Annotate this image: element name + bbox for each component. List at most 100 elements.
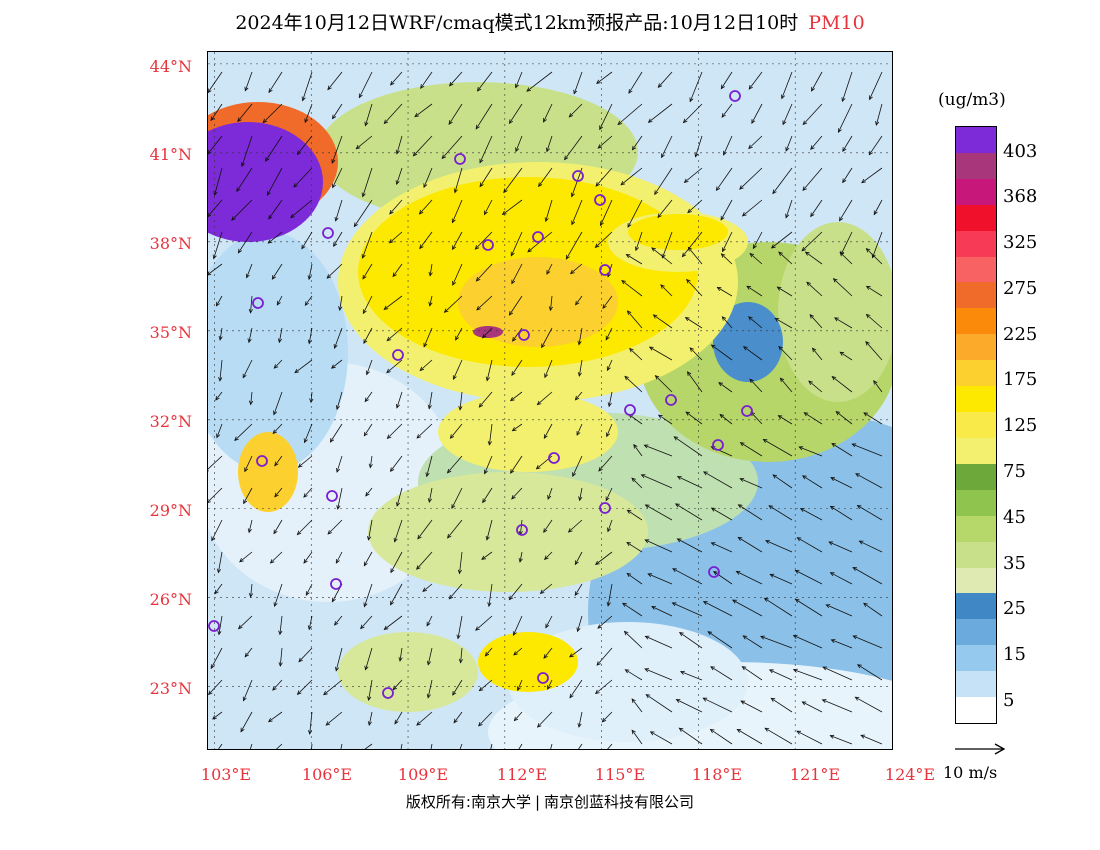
wind-arrowhead: [860, 734, 866, 739]
wind-arrow: [550, 295, 553, 311]
wind-arrow: [578, 711, 583, 728]
wind-arrowhead: [216, 568, 222, 574]
wind-arrowhead: [453, 188, 458, 194]
wind-arrowhead: [367, 696, 372, 702]
wind-arrow: [654, 167, 673, 195]
wind-arrow: [362, 231, 373, 259]
wind-arrow: [298, 647, 313, 662]
wind-arrowhead: [457, 569, 462, 575]
colorbar-segment: [956, 412, 996, 439]
wind-arrow: [218, 551, 223, 573]
wind-arrowhead: [648, 346, 654, 351]
wind-arrowhead: [782, 120, 787, 126]
wind-arrowhead: [386, 434, 392, 440]
wind-arrowhead: [654, 375, 660, 380]
wind-arrowhead: [335, 666, 340, 672]
wind-arrowhead: [746, 285, 752, 290]
wind-arrowhead: [309, 398, 314, 404]
wind-arrowhead: [689, 347, 695, 352]
wind-arrowhead: [607, 527, 612, 533]
wind-arrow: [873, 199, 883, 215]
wind-arrow: [297, 679, 313, 695]
wind-arrowhead: [335, 558, 340, 564]
wind-arrowhead: [839, 351, 845, 356]
wind-arrow: [617, 103, 643, 125]
wind-arrowhead: [543, 654, 548, 659]
wind-arrow: [810, 135, 823, 150]
wind-arrow: [336, 455, 343, 473]
wind-arrowhead: [511, 371, 516, 376]
wind-arrowhead: [672, 568, 677, 573]
wind-arrowhead: [863, 412, 869, 417]
wind-arrowhead: [483, 210, 488, 216]
wind-arrow: [543, 519, 553, 533]
wind-arrowhead: [546, 147, 550, 153]
wind-arrow: [737, 537, 763, 553]
wind-arrow: [453, 359, 463, 380]
wind-arrow: [331, 359, 343, 369]
wind-arrow: [606, 423, 613, 437]
wind-arrowhead: [620, 181, 626, 186]
wind-arrow: [838, 103, 853, 133]
wind-arrow: [855, 696, 883, 713]
wind-arrow: [658, 414, 673, 425]
colorbar-segment: [956, 541, 996, 568]
lat-label-23: 23°N: [149, 679, 192, 698]
wind-arrowhead: [644, 504, 650, 509]
wind-arrow: [842, 135, 853, 152]
wind-arrow: [809, 314, 823, 329]
wind-arrow: [655, 375, 673, 393]
wind-arrowhead: [720, 215, 725, 221]
wind-arrowhead: [661, 153, 665, 159]
colorbar-label: 275: [1003, 278, 1038, 299]
wind-arrowhead: [719, 413, 725, 419]
wind-arrow: [210, 647, 223, 669]
wind-arrow: [544, 551, 553, 560]
wind-arrow: [573, 71, 583, 94]
wind-arrowhead: [307, 275, 312, 281]
wind-arrow: [390, 455, 403, 472]
wind-arrow: [219, 327, 223, 340]
wind-arrowhead: [475, 124, 480, 130]
wind-arrowhead: [594, 560, 600, 566]
wind-arrow: [212, 711, 223, 720]
wind-arrow: [865, 341, 883, 361]
station-marker-icon: [252, 297, 264, 309]
wind-arrowhead: [331, 597, 336, 603]
wind-arrow: [419, 199, 433, 215]
wind-arrow: [830, 735, 853, 745]
wind-arrow: [860, 734, 883, 745]
wind-arrow: [703, 601, 733, 617]
wind-arrowhead: [426, 660, 432, 666]
wind-arrowhead: [873, 210, 878, 216]
wind-arrowhead: [301, 96, 306, 102]
wind-arrowhead: [363, 431, 368, 437]
wind-arrow: [770, 697, 793, 713]
wind-arrow: [503, 167, 523, 193]
wind-arrow: [459, 743, 463, 749]
wind-arrow: [484, 199, 493, 215]
wind-arrow: [513, 647, 523, 656]
wind-arrowhead: [456, 634, 461, 640]
wind-arrowhead: [243, 499, 248, 505]
wind-arrow: [273, 519, 283, 534]
wind-arrowhead: [856, 505, 862, 510]
colorbar-segment: [956, 308, 996, 335]
wind-arrowhead: [811, 86, 816, 92]
wind-arrowhead: [443, 308, 449, 313]
wind-arrow: [365, 487, 373, 497]
wind-arrowhead: [236, 187, 241, 193]
wind-arrow: [628, 414, 643, 425]
wind-arrowhead: [635, 246, 639, 252]
wind-arrowhead: [365, 491, 370, 497]
wind-arrow: [547, 679, 553, 690]
wind-arrowhead: [294, 368, 299, 374]
colorbar-label: 75: [1003, 461, 1026, 482]
wind-arrow: [868, 135, 883, 155]
wind-arrow: [396, 391, 403, 409]
wind-arrowhead: [792, 635, 798, 639]
wind-arrowhead: [355, 144, 361, 150]
wind-arrow: [716, 167, 733, 191]
wind-arrowhead: [577, 372, 582, 377]
wind-arrowhead: [271, 275, 276, 280]
